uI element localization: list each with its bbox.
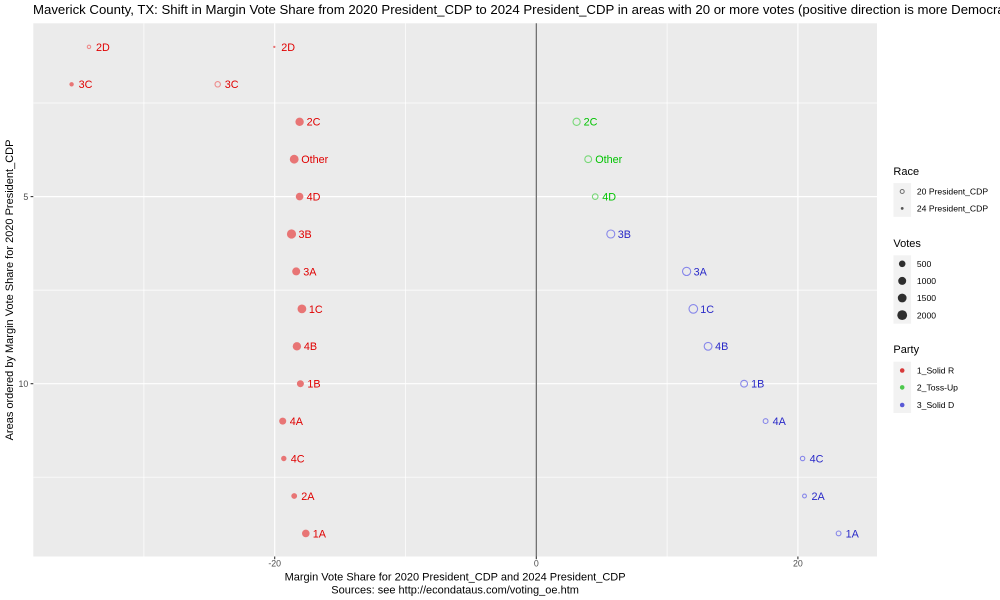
svg-text:4A: 4A (773, 416, 787, 428)
svg-text:4C: 4C (810, 453, 824, 465)
svg-text:Race: Race (893, 166, 919, 178)
svg-text:1A: 1A (313, 528, 327, 540)
svg-text:5: 5 (23, 192, 28, 202)
svg-text:1_Solid R: 1_Solid R (917, 366, 954, 376)
svg-text:Maverick County, TX: Shift in: Maverick County, TX: Shift in Margin Vot… (33, 2, 1000, 17)
svg-text:20: 20 (793, 559, 803, 569)
svg-text:3_Solid D: 3_Solid D (917, 400, 954, 410)
svg-text:4D: 4D (602, 192, 616, 204)
svg-text:1000: 1000 (917, 276, 936, 286)
svg-text:3B: 3B (299, 229, 312, 241)
svg-text:2D: 2D (281, 42, 295, 54)
svg-text:4A: 4A (290, 416, 304, 428)
svg-text:4B: 4B (304, 341, 317, 353)
svg-text:4C: 4C (291, 453, 305, 465)
svg-text:Votes: Votes (893, 238, 921, 250)
svg-text:1B: 1B (751, 379, 764, 391)
svg-text:3A: 3A (694, 266, 708, 278)
svg-text:500: 500 (917, 259, 932, 269)
svg-text:Other: Other (595, 154, 622, 166)
svg-text:1B: 1B (307, 379, 320, 391)
svg-text:10: 10 (19, 379, 29, 389)
svg-text:Sources: see http://econdataus: Sources: see http://econdataus.com/votin… (331, 585, 579, 597)
svg-text:1A: 1A (846, 528, 860, 540)
svg-text:3B: 3B (618, 229, 631, 241)
svg-text:24 President_CDP: 24 President_CDP (917, 204, 988, 214)
svg-text:4B: 4B (715, 341, 728, 353)
svg-text:2D: 2D (96, 42, 110, 54)
svg-text:1C: 1C (309, 304, 323, 316)
svg-text:20 President_CDP: 20 President_CDP (917, 187, 988, 197)
svg-text:Other: Other (301, 154, 328, 166)
svg-text:Margin Vote Share for 2020 Pre: Margin Vote Share for 2020 President_CDP… (285, 572, 626, 584)
svg-text:1500: 1500 (917, 293, 936, 303)
svg-text:0: 0 (534, 559, 539, 569)
svg-text:2C: 2C (307, 117, 321, 129)
svg-text:2_Toss-Up: 2_Toss-Up (917, 383, 958, 393)
svg-text:3A: 3A (303, 266, 317, 278)
svg-text:4D: 4D (307, 192, 321, 204)
svg-text:2A: 2A (812, 491, 826, 503)
svg-text:1C: 1C (700, 304, 714, 316)
svg-text:-20: -20 (268, 559, 281, 569)
svg-text:2A: 2A (301, 491, 315, 503)
svg-text:2C: 2C (584, 117, 598, 129)
svg-text:3C: 3C (79, 79, 93, 91)
svg-text:2000: 2000 (917, 310, 936, 320)
svg-text:Areas ordered by Margin Vote: Areas ordered by Margin Vote Share for 2… (4, 140, 16, 441)
svg-text:3C: 3C (225, 79, 239, 91)
svg-text:Party: Party (893, 344, 919, 356)
